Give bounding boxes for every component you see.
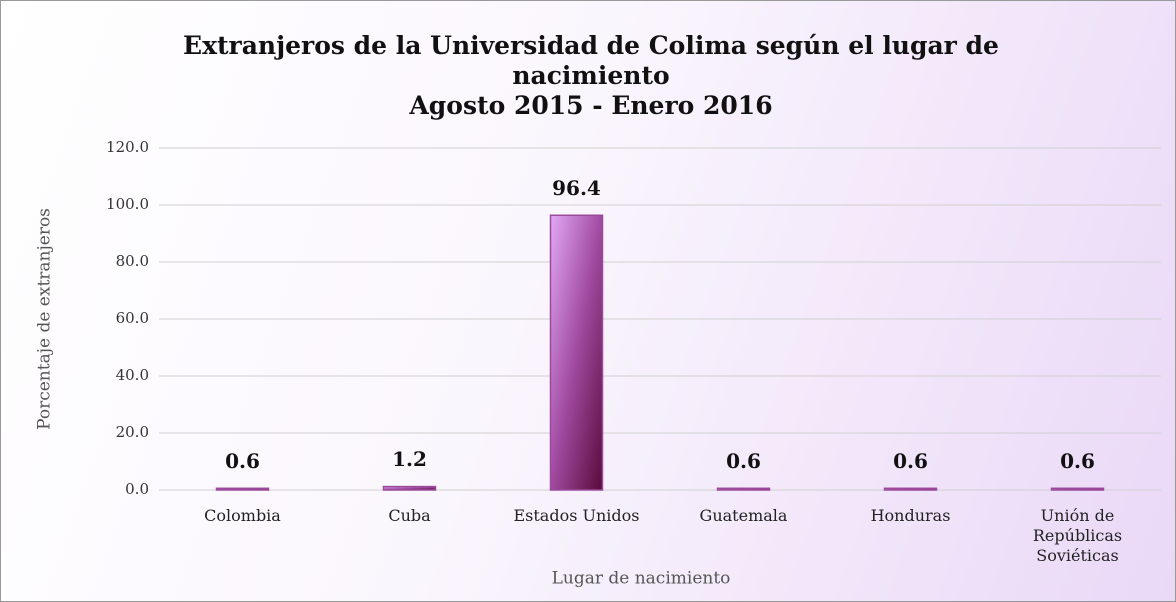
y-axis-label: Porcentaje de extranjeros — [35, 208, 55, 430]
y-tick-label: 20.0 — [116, 423, 149, 441]
data-label: 0.6 — [893, 449, 928, 473]
data-label: 0.6 — [1060, 449, 1095, 473]
x-axis-label: Lugar de nacimiento — [552, 569, 731, 589]
chart-title-block: Extranjeros de la Universidad de Colima … — [181, 31, 1001, 121]
x-tick-label: Colombia — [204, 506, 281, 525]
x-tick-label: Estados Unidos — [513, 506, 640, 525]
y-tick-label: 60.0 — [116, 309, 149, 327]
data-label: 1.2 — [392, 447, 427, 471]
chart-subtitle: Agosto 2015 - Enero 2016 — [409, 91, 773, 120]
y-tick-label: 120.0 — [106, 138, 149, 156]
data-label: 0.6 — [225, 449, 260, 473]
x-tick-label: Honduras — [870, 506, 951, 525]
data-label: 96.4 — [552, 176, 601, 200]
y-tick-label: 40.0 — [116, 366, 149, 384]
y-tick-label: 80.0 — [116, 252, 149, 270]
bar — [549, 214, 604, 491]
x-tick-label: Unión de Repúblicas Soviéticas — [1032, 506, 1123, 565]
bar — [1050, 487, 1105, 491]
bar — [716, 487, 771, 491]
data-label: 0.6 — [726, 449, 761, 473]
x-tick-label: Guatemala — [699, 506, 788, 525]
bar — [215, 487, 270, 491]
x-tick-label: Cuba — [388, 506, 431, 525]
y-tick-label: 0.0 — [125, 480, 149, 498]
bar — [883, 487, 938, 491]
bar — [382, 485, 437, 491]
y-tick-label: 100.0 — [106, 195, 149, 213]
chart-title: Extranjeros de la Universidad de Colima … — [183, 31, 999, 90]
